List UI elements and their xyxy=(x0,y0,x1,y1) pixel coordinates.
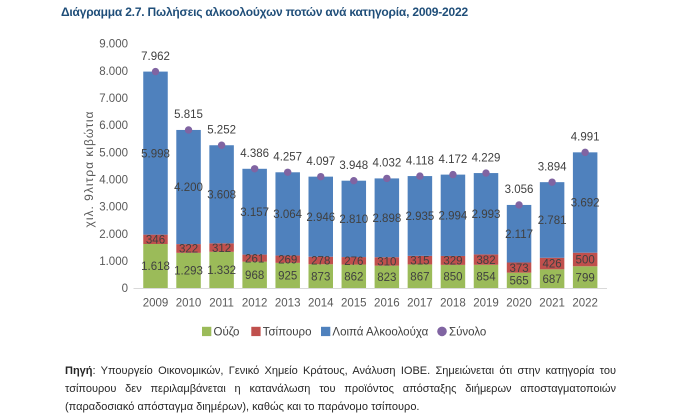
svg-text:500: 500 xyxy=(576,255,595,267)
svg-text:2013: 2013 xyxy=(275,298,301,310)
svg-text:2020: 2020 xyxy=(506,298,532,310)
svg-text:426: 426 xyxy=(543,259,562,271)
svg-text:873: 873 xyxy=(311,271,330,283)
svg-text:3.948: 3.948 xyxy=(339,160,368,172)
svg-text:3.692: 3.692 xyxy=(571,198,600,210)
svg-text:312: 312 xyxy=(212,243,231,255)
svg-text:7.962: 7.962 xyxy=(141,51,170,63)
svg-text:2010: 2010 xyxy=(176,298,202,310)
svg-text:3.157: 3.157 xyxy=(240,207,269,219)
svg-text:968: 968 xyxy=(245,270,264,282)
svg-text:1.618: 1.618 xyxy=(141,261,170,273)
svg-text:4.118: 4.118 xyxy=(406,155,434,167)
svg-text:7.000: 7.000 xyxy=(99,93,128,105)
svg-text:4.229: 4.229 xyxy=(472,152,501,164)
svg-text:3.894: 3.894 xyxy=(538,161,567,173)
svg-text:2017: 2017 xyxy=(407,298,433,310)
svg-text:4.200: 4.200 xyxy=(174,182,203,194)
svg-text:χιλ. 9λιτρα κιβώτια: χιλ. 9λιτρα κιβώτια xyxy=(82,111,96,228)
svg-text:5.815: 5.815 xyxy=(174,109,203,121)
svg-text:322: 322 xyxy=(179,244,198,256)
svg-text:2.810: 2.810 xyxy=(339,214,368,226)
svg-text:Λοιπά Αλκοολούχα: Λοιπά Αλκοολούχα xyxy=(332,327,428,339)
svg-text:2.898: 2.898 xyxy=(372,213,401,225)
svg-text:2016: 2016 xyxy=(374,298,400,310)
svg-text:5.998: 5.998 xyxy=(141,148,170,160)
svg-text:9.000: 9.000 xyxy=(99,39,128,51)
svg-text:329: 329 xyxy=(443,256,462,268)
svg-text:4.000: 4.000 xyxy=(99,175,128,187)
svg-text:3.056: 3.056 xyxy=(505,184,534,196)
svg-text:382: 382 xyxy=(476,255,495,267)
svg-text:3.608: 3.608 xyxy=(207,189,236,201)
svg-text:315: 315 xyxy=(410,255,429,267)
svg-text:6.000: 6.000 xyxy=(99,120,128,132)
svg-text:Τσίπουρο: Τσίπουρο xyxy=(263,327,312,339)
svg-text:1.293: 1.293 xyxy=(174,266,203,278)
svg-text:5.252: 5.252 xyxy=(207,124,236,136)
svg-text:1.332: 1.332 xyxy=(207,265,236,277)
svg-text:3.064: 3.064 xyxy=(273,209,302,221)
svg-text:4.386: 4.386 xyxy=(240,148,269,160)
svg-text:925: 925 xyxy=(278,271,297,283)
svg-text:2.117: 2.117 xyxy=(505,229,533,241)
svg-text:2018: 2018 xyxy=(440,298,466,310)
svg-text:867: 867 xyxy=(410,271,429,283)
svg-text:823: 823 xyxy=(377,272,396,284)
svg-text:261: 261 xyxy=(245,253,264,265)
svg-text:4.032: 4.032 xyxy=(372,158,401,170)
svg-text:2009: 2009 xyxy=(143,298,169,310)
svg-text:565: 565 xyxy=(509,276,528,288)
svg-text:687: 687 xyxy=(543,274,562,286)
svg-text:278: 278 xyxy=(311,256,330,268)
svg-text:2014: 2014 xyxy=(308,298,334,310)
svg-text:799: 799 xyxy=(576,272,595,284)
svg-text:276: 276 xyxy=(344,256,363,268)
svg-text:310: 310 xyxy=(377,257,396,269)
svg-text:1.000: 1.000 xyxy=(99,256,128,268)
svg-text:2.946: 2.946 xyxy=(306,212,335,224)
svg-text:373: 373 xyxy=(509,263,528,275)
svg-text:862: 862 xyxy=(344,271,363,283)
svg-text:346: 346 xyxy=(146,235,165,247)
svg-text:2022: 2022 xyxy=(572,298,598,310)
svg-text:850: 850 xyxy=(443,272,462,284)
svg-text:2021: 2021 xyxy=(539,298,565,310)
svg-text:2019: 2019 xyxy=(473,298,499,310)
svg-text:4.172: 4.172 xyxy=(439,154,468,166)
svg-text:Σύνολο: Σύνολο xyxy=(449,327,486,339)
svg-text:5.000: 5.000 xyxy=(99,147,128,159)
svg-text:2.781: 2.781 xyxy=(538,215,567,227)
svg-text:2.993: 2.993 xyxy=(472,209,501,221)
svg-text:2.000: 2.000 xyxy=(99,229,128,241)
svg-text:854: 854 xyxy=(476,272,496,284)
svg-text:4.991: 4.991 xyxy=(571,132,600,144)
svg-text:Ούζο: Ούζο xyxy=(214,327,240,339)
svg-text:269: 269 xyxy=(278,254,297,266)
svg-text:4.257: 4.257 xyxy=(273,151,302,163)
svg-text:2.935: 2.935 xyxy=(406,211,435,223)
svg-text:2015: 2015 xyxy=(341,298,367,310)
svg-text:2012: 2012 xyxy=(242,298,268,310)
svg-text:2.994: 2.994 xyxy=(439,210,468,222)
svg-text:3.000: 3.000 xyxy=(99,202,128,214)
svg-text:2011: 2011 xyxy=(209,298,234,310)
svg-text:0: 0 xyxy=(122,283,128,295)
svg-text:8.000: 8.000 xyxy=(99,66,128,78)
svg-text:4.097: 4.097 xyxy=(306,156,335,168)
